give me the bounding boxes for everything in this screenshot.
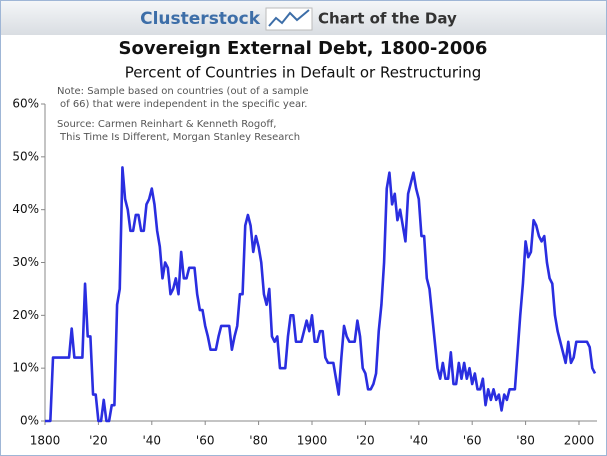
y-tick-label: 0% (20, 414, 39, 428)
x-tick-label: '60 (196, 434, 215, 448)
tagline: Chart of the Day (318, 10, 457, 28)
x-tick-label: '80 (516, 434, 535, 448)
logo-icon (265, 7, 313, 31)
y-tick-label: 50% (12, 149, 39, 163)
x-tick-label: '20 (356, 434, 375, 448)
y-tick-label: 40% (12, 202, 39, 216)
x-tick-label: '40 (143, 434, 162, 448)
x-tick-label: 1800 (30, 434, 61, 448)
data-line (45, 166, 597, 423)
x-tick-label: '20 (89, 434, 108, 448)
x-tick-label: '40 (409, 434, 428, 448)
note: of 66) that were independent in the spec… (60, 99, 307, 110)
y-tick-label: 60% (12, 97, 39, 111)
y-tick-label: 30% (12, 255, 39, 269)
chart-title: Sovereign External Debt, 1800-2006 (119, 38, 488, 59)
note: Note: Sample based on countries (out of … (57, 86, 308, 97)
x-tick-label: '80 (249, 434, 268, 448)
x-tick-label: 2000 (564, 434, 595, 448)
chart-subtitle: Percent of Countries in Default or Restr… (125, 64, 482, 82)
y-tick-label: 10% (12, 361, 39, 375)
source: Source: Carmen Reinhart & Kenneth Rogoff… (57, 119, 276, 130)
x-tick-label: 1900 (297, 434, 328, 448)
y-tick-label: 20% (12, 308, 39, 322)
x-tick-label: '60 (463, 434, 482, 448)
brand: Clusterstock (140, 9, 261, 29)
source: This Time Is Different, Morgan Stanley R… (59, 132, 300, 143)
